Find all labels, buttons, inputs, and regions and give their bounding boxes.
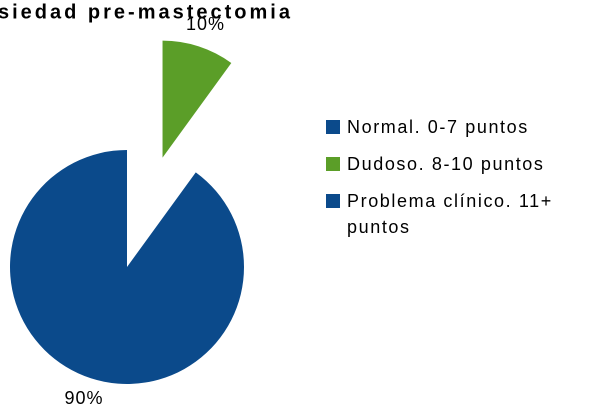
data-label: 10% — [186, 14, 225, 34]
legend-swatch — [326, 194, 340, 208]
legend-swatch — [326, 120, 340, 134]
pie-slice — [162, 40, 232, 158]
legend-item: Dudoso. 8-10 puntos — [326, 151, 588, 177]
pie-slice — [10, 150, 245, 384]
legend-swatch — [326, 157, 340, 171]
legend-label: Normal. 0-7 puntos — [347, 117, 529, 137]
legend: Normal. 0-7 puntos Dudoso. 8-10 puntos Pro… — [326, 114, 588, 251]
data-label: 90% — [65, 388, 104, 408]
legend-item: Problema clínico. 11+ puntos — [326, 188, 588, 240]
legend-item: Normal. 0-7 puntos — [326, 114, 588, 140]
legend-label: Problema clínico. 11+ puntos — [347, 191, 553, 237]
legend-label: Dudoso. 8-10 puntos — [347, 154, 545, 174]
chart-title: siedad pre-mastectomia — [0, 1, 293, 23]
